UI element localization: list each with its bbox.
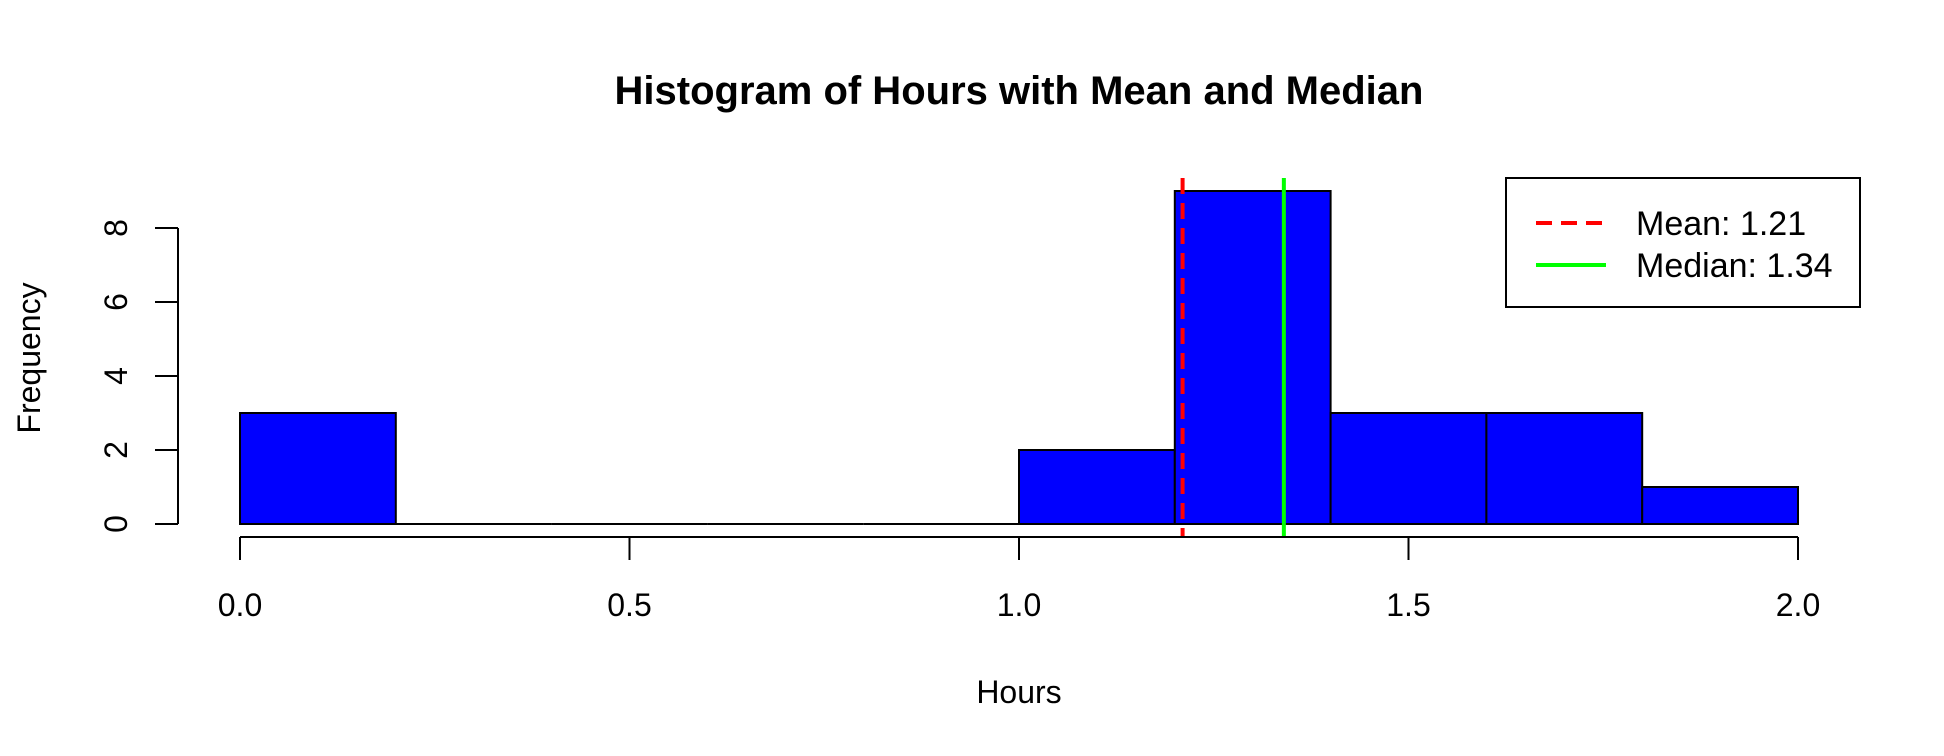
x-tick-label: 0.5 — [607, 587, 651, 623]
reference-lines-group — [1180, 178, 1286, 538]
y-axis: 0 2 4 6 8 — [98, 219, 179, 533]
x-axis: 0.0 0.5 1.0 1.5 2.0 — [218, 536, 1820, 623]
y-tick-label: 4 — [98, 367, 134, 385]
histogram-bar — [1329, 412, 1488, 525]
chart-title: Histogram of Hours with Mean and Median — [615, 69, 1424, 113]
y-tick-label: 8 — [98, 219, 134, 237]
x-tick-label: 1.5 — [1386, 587, 1430, 623]
y-axis-label: Frequency — [11, 282, 47, 433]
histogram-bar — [1018, 449, 1176, 525]
x-tick-label: 1.0 — [997, 587, 1041, 623]
y-tick-label: 2 — [98, 441, 134, 459]
legend-median-label: Median: 1.34 — [1636, 247, 1833, 285]
x-tick-label: 2.0 — [1776, 587, 1820, 623]
x-axis-label: Hours — [976, 674, 1061, 710]
legend: Mean: 1.21 Median: 1.34 — [1505, 177, 1861, 308]
x-tick-label: 0.0 — [218, 587, 262, 623]
bars-group — [239, 190, 1799, 525]
legend-box — [1505, 177, 1861, 308]
legend-mean-label: Mean: 1.21 — [1636, 205, 1806, 243]
y-tick-label: 0 — [98, 515, 134, 533]
histogram-bar — [1485, 412, 1644, 525]
histogram-bar — [1173, 190, 1332, 525]
histogram-bar — [1641, 486, 1799, 525]
y-tick-label: 6 — [98, 293, 134, 311]
histogram-bar — [239, 412, 397, 525]
